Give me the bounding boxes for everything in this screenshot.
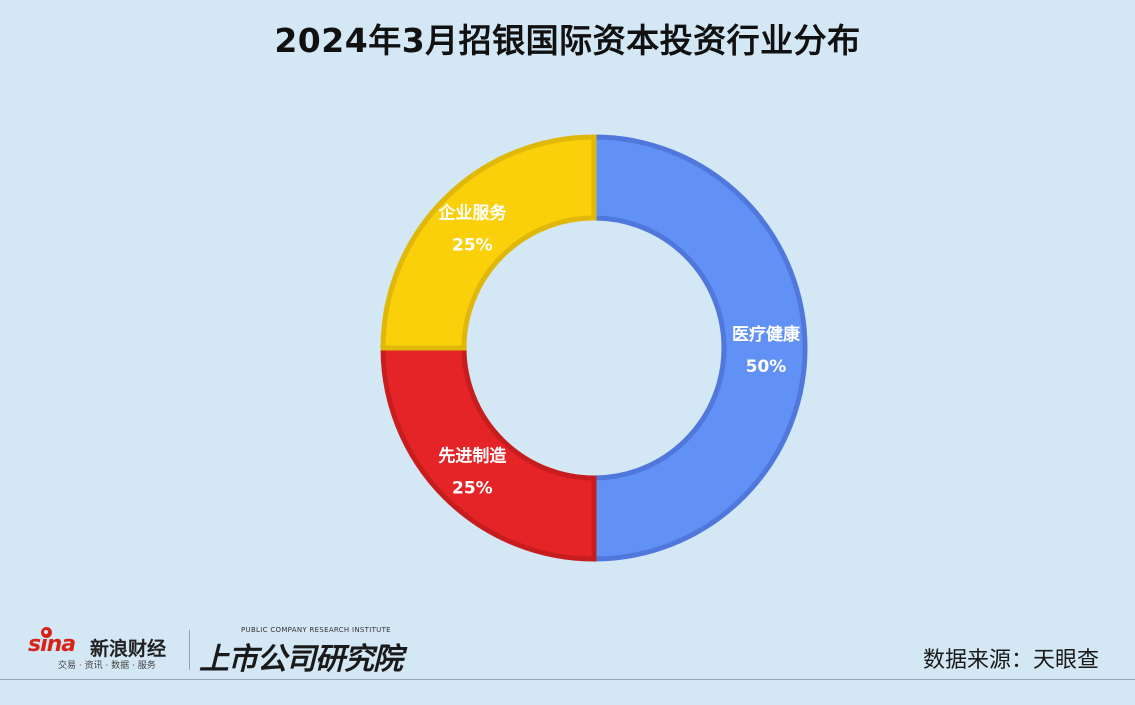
- institute-english-name: PUBLIC COMPANY RESEARCH INSTITUTE: [241, 626, 391, 634]
- footer-divider: [0, 679, 1135, 680]
- sina-eye-icon: [41, 627, 52, 638]
- research-institute-logo: PUBLIC COMPANY RESEARCH INSTITUTE 上市公司研究…: [199, 624, 414, 677]
- slice-2: [380, 134, 597, 351]
- slice-label-1: 先进制造: [438, 446, 507, 467]
- sina-finance-logo: sina 新浪财经 交易 · 资讯 · 数据 · 服务: [28, 627, 178, 674]
- slice-label-0: 医疗健康: [732, 324, 801, 345]
- sina-brand-name: 新浪财经: [90, 638, 167, 660]
- sina-logo-text: sina: [28, 632, 76, 657]
- logo-divider: [189, 630, 190, 670]
- slice-0: [591, 134, 808, 562]
- slice-label-2: 企业服务: [437, 202, 507, 223]
- chart-title: 2024年3月招银国际资本投资行业分布: [274, 21, 861, 60]
- institute-chinese-name: 上市公司研究院: [199, 642, 403, 677]
- slice-percent-0: 50%: [746, 357, 787, 377]
- slice-percent-2: 25%: [452, 235, 493, 255]
- slice-percent-1: 25%: [452, 479, 493, 499]
- sina-tagline: 交易 · 资讯 · 数据 · 服务: [58, 661, 156, 671]
- slice-1: [380, 345, 597, 562]
- data-source: 数据来源：天眼查: [922, 648, 1099, 673]
